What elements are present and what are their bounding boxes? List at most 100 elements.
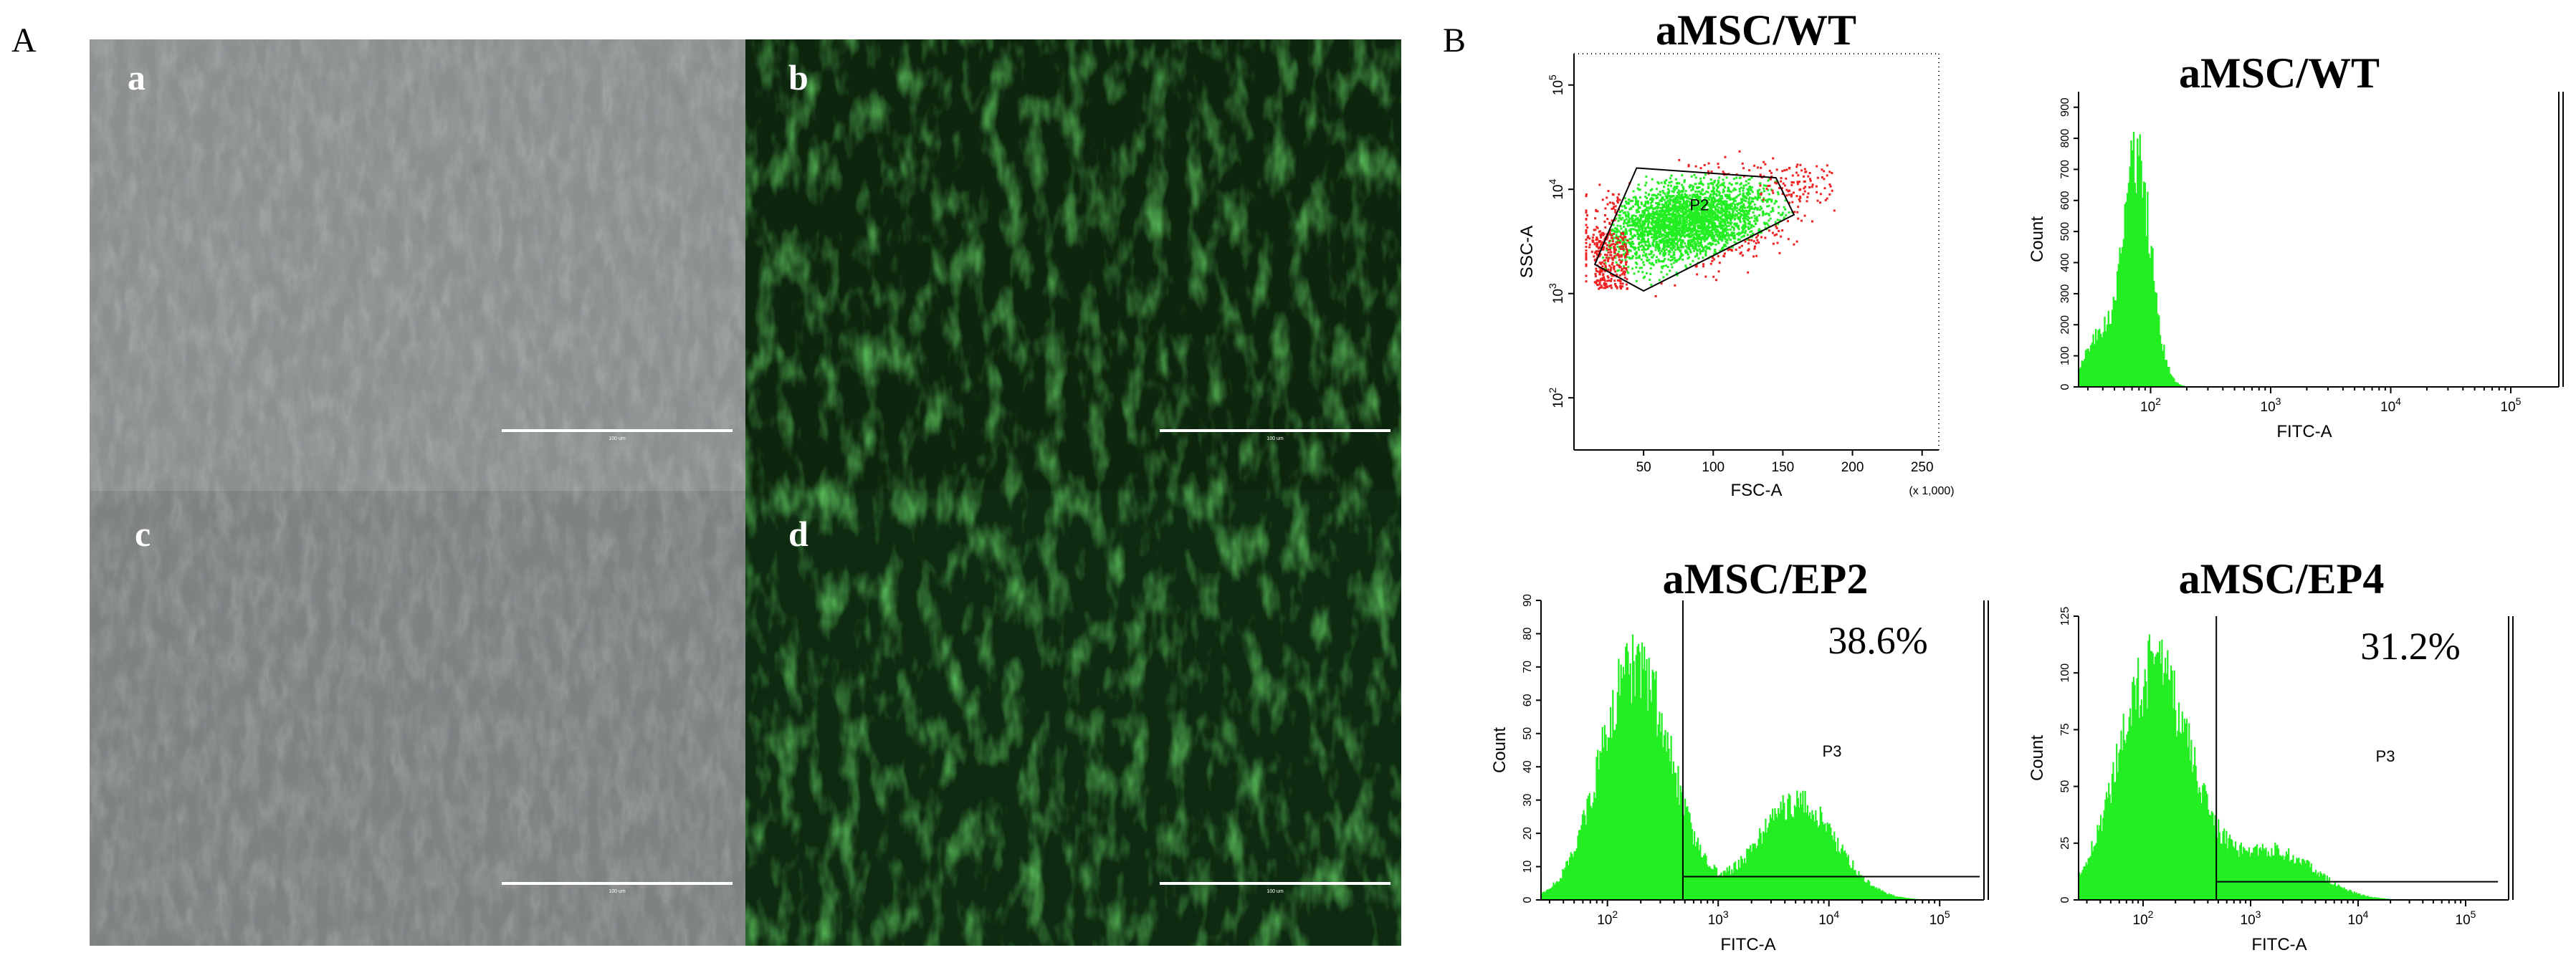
- event-dot: [1750, 216, 1753, 219]
- event-dot: [1709, 197, 1712, 199]
- event-dot: [1701, 214, 1703, 217]
- event-dot: [1674, 202, 1676, 205]
- event-dot: [1595, 280, 1598, 283]
- histogram-bar: [2089, 858, 2091, 900]
- event-dot: [1819, 193, 1822, 196]
- event-dot: [1679, 236, 1682, 239]
- event-dot: [1694, 246, 1697, 249]
- histogram-bar: [1551, 886, 1553, 900]
- y-tick-label: 300: [2059, 284, 2071, 303]
- event-dot: [1667, 211, 1670, 214]
- event-dot: [1703, 176, 1705, 179]
- event-dot: [1654, 194, 1656, 197]
- event-dot: [1696, 236, 1699, 239]
- event-dot: [1633, 219, 1636, 221]
- histogram-bar: [1556, 881, 1558, 900]
- event-dot: [1753, 247, 1756, 250]
- event-dot: [1717, 230, 1720, 233]
- event-dot: [1701, 204, 1704, 207]
- event-dot: [1686, 199, 1689, 202]
- event-dot: [1608, 264, 1611, 267]
- event-dot: [1621, 260, 1623, 263]
- event-dot: [1697, 208, 1699, 211]
- event-dot: [1626, 256, 1628, 259]
- event-dot: [1676, 230, 1678, 233]
- event-dot: [1585, 229, 1588, 232]
- event-dot: [1747, 190, 1750, 193]
- histogram-bar: [1904, 898, 1907, 900]
- event-dot: [1675, 187, 1678, 190]
- event-dot: [1694, 191, 1697, 193]
- event-dot: [1622, 248, 1625, 251]
- x-tick-label: 50: [1636, 460, 1651, 475]
- event-dot: [1673, 198, 1676, 201]
- histogram-bar: [2137, 657, 2139, 900]
- event-dot: [1631, 267, 1634, 270]
- event-dot: [1703, 236, 1706, 239]
- event-dot: [1623, 241, 1626, 243]
- event-dot: [1710, 215, 1712, 218]
- histogram-bar: [2239, 845, 2241, 900]
- event-dot: [1735, 210, 1738, 213]
- histogram-bar: [1843, 850, 1846, 900]
- histogram-bar: [2325, 881, 2327, 900]
- event-dot: [1696, 214, 1699, 217]
- event-dot: [1689, 211, 1692, 214]
- event-dot: [1641, 271, 1644, 274]
- histogram-bar: [2095, 843, 2097, 900]
- event-dot: [1745, 183, 1747, 186]
- event-dot: [1672, 195, 1675, 198]
- event-dot: [1703, 200, 1706, 203]
- event-dot: [1670, 181, 1673, 183]
- histogram-bar: [1588, 792, 1590, 900]
- event-dot: [1674, 205, 1677, 208]
- event-dot: [1780, 214, 1782, 216]
- event-dot: [1671, 215, 1674, 218]
- event-dot: [1725, 203, 1728, 205]
- event-dot: [1613, 257, 1616, 259]
- histogram-bar: [2119, 247, 2121, 387]
- event-dot: [1625, 283, 1628, 286]
- event-dot: [1646, 214, 1649, 216]
- event-dot: [1690, 184, 1693, 187]
- event-dot: [1762, 197, 1765, 200]
- event-dot: [1671, 199, 1674, 201]
- event-dot: [1667, 191, 1670, 194]
- event-dot: [1614, 208, 1617, 211]
- event-dot: [1731, 233, 1734, 236]
- event-dot: [1727, 221, 1730, 224]
- event-dot: [1585, 249, 1588, 252]
- histogram-bar: [2290, 860, 2292, 900]
- event-dot: [1671, 249, 1674, 251]
- event-dot: [1619, 280, 1622, 282]
- histogram-bar: [1887, 894, 1889, 900]
- event-dot: [1694, 205, 1697, 208]
- event-dot: [1594, 272, 1597, 275]
- event-dot: [1628, 198, 1630, 201]
- event-dot: [1594, 275, 1597, 277]
- histogram-bar: [1899, 896, 1901, 900]
- event-dot: [1623, 273, 1626, 276]
- histogram-bar: [2289, 861, 2291, 900]
- event-dot: [1692, 259, 1694, 262]
- event-dot: [1604, 264, 1607, 267]
- histogram-bar: [2292, 855, 2294, 900]
- event-dot: [1746, 218, 1749, 221]
- event-dot: [1694, 219, 1697, 222]
- event-dot: [1611, 219, 1613, 222]
- event-dot: [1754, 245, 1756, 248]
- event-dot: [1651, 200, 1654, 203]
- event-dot: [1685, 206, 1688, 208]
- event-dot: [1702, 211, 1704, 214]
- event-dot: [1699, 167, 1702, 170]
- event-dot: [1652, 264, 1655, 267]
- histogram-bar: [1600, 752, 1603, 900]
- event-dot: [1671, 212, 1674, 215]
- event-dot: [1809, 179, 1812, 182]
- event-dot: [1638, 188, 1641, 191]
- event-dot: [1620, 236, 1623, 239]
- event-dot: [1634, 222, 1637, 225]
- event-dot: [1649, 262, 1651, 264]
- event-dot: [1678, 231, 1680, 234]
- event-dot: [1624, 244, 1627, 246]
